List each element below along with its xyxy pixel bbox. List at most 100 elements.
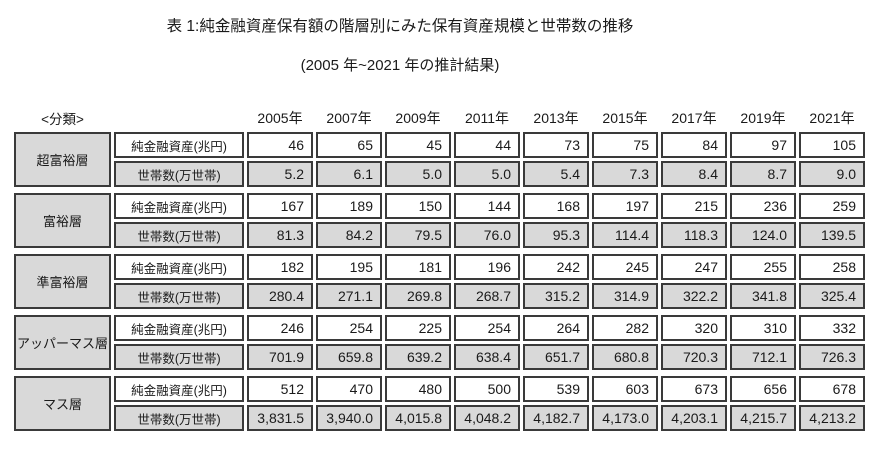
- tier-rows: 純金融資産(兆円) 167 189 150 144 168 197 215 236 259 世帯…: [114, 193, 865, 248]
- households-value-cell: 4,015.8: [385, 405, 451, 431]
- assets-value-cell: 196: [454, 254, 520, 280]
- households-value-cell: 5.4: [523, 161, 589, 187]
- year-label: 2017年: [671, 110, 717, 126]
- households-row-label: 世帯数(万世帯): [114, 283, 244, 309]
- households-value-cell: 651.7: [523, 344, 589, 370]
- households-value-cell: 3,831.5: [247, 405, 313, 431]
- assets-value-cell: 254: [454, 315, 520, 341]
- tier-rows: 純金融資産(兆円) 512 470 480 500 539 603 673 656 678 世帯…: [114, 376, 865, 431]
- households-value-cell: 95.3: [523, 222, 589, 248]
- households-row-label: 世帯数(万世帯): [114, 222, 244, 248]
- year-header-row: <分類> 2005年 2007年 2009年 2011年 2013年 2015年 2017年…: [14, 106, 870, 128]
- households-value-cell: 638.4: [454, 344, 520, 370]
- households-row: 世帯数(万世帯) 3,831.5 3,940.0 4,015.8 4,048.2 4,1…: [114, 405, 865, 431]
- households-value-cell: 5.2: [247, 161, 313, 187]
- table-body: 超富裕層 純金融資産(兆円) 46 65 45 44 73 75 84 97 105 世帯数(万…: [14, 132, 870, 431]
- wealth-tier-table: <分類> 2005年 2007年 2009年 2011年 2013年 2015年 2017年…: [14, 106, 870, 431]
- assets-row: 純金融資産(兆円) 246 254 225 254 264 282 320 310 332: [114, 315, 865, 341]
- tier-group: アッパーマス層 純金融資産(兆円) 246 254 225 254 264 282 320 3…: [14, 315, 870, 370]
- assets-value-cell: 105: [799, 132, 865, 158]
- tier-group: 富裕層 純金融資産(兆円) 167 189 150 144 168 197 215 236 25…: [14, 193, 870, 248]
- assets-value-cell: 225: [385, 315, 451, 341]
- assets-value-cell: 246: [247, 315, 313, 341]
- households-value-cell: 3,940.0: [316, 405, 382, 431]
- tier-label: 超富裕層: [14, 132, 111, 187]
- households-value-cell: 4,173.0: [592, 405, 658, 431]
- assets-value-cell: 236: [730, 193, 796, 219]
- assets-value-cell: 189: [316, 193, 382, 219]
- assets-value-cell: 259: [799, 193, 865, 219]
- assets-value-cell: 603: [592, 376, 658, 402]
- households-value-cell: 659.8: [316, 344, 382, 370]
- households-value-cell: 280.4: [247, 283, 313, 309]
- households-value-cell: 314.9: [592, 283, 658, 309]
- households-value-cell: 4,182.7: [523, 405, 589, 431]
- assets-value-cell: 255: [730, 254, 796, 280]
- year-label: 2019年: [740, 110, 786, 126]
- assets-row: 純金融資産(兆円) 512 470 480 500 539 603 673 656 678: [114, 376, 865, 402]
- households-value-cell: 268.7: [454, 283, 520, 309]
- households-value-cell: 341.8: [730, 283, 796, 309]
- assets-value-cell: 44: [454, 132, 520, 158]
- households-value-cell: 114.4: [592, 222, 658, 248]
- households-row: 世帯数(万世帯) 5.2 6.1 5.0 5.0 5.4 7.3 8.4 8.7 9.0: [114, 161, 865, 187]
- tier-label: アッパーマス層: [14, 315, 111, 370]
- assets-value-cell: 245: [592, 254, 658, 280]
- assets-value-cell: 247: [661, 254, 727, 280]
- assets-value-cell: 332: [799, 315, 865, 341]
- assets-value-cell: 656: [730, 376, 796, 402]
- households-value-cell: 84.2: [316, 222, 382, 248]
- assets-value-cell: 197: [592, 193, 658, 219]
- tier-rows: 純金融資産(兆円) 246 254 225 254 264 282 320 310 332 世帯…: [114, 315, 865, 370]
- households-value-cell: 8.7: [730, 161, 796, 187]
- assets-value-cell: 539: [523, 376, 589, 402]
- households-value-cell: 720.3: [661, 344, 727, 370]
- assets-row-label: 純金融資産(兆円): [114, 254, 244, 280]
- assets-value-cell: 673: [661, 376, 727, 402]
- assets-value-cell: 168: [523, 193, 589, 219]
- households-value-cell: 315.2: [523, 283, 589, 309]
- households-row: 世帯数(万世帯) 280.4 271.1 269.8 268.7 315.2 314.9 3…: [114, 283, 865, 309]
- assets-value-cell: 144: [454, 193, 520, 219]
- assets-value-cell: 73: [523, 132, 589, 158]
- households-value-cell: 139.5: [799, 222, 865, 248]
- households-value-cell: 325.4: [799, 283, 865, 309]
- assets-value-cell: 242: [523, 254, 589, 280]
- assets-value-cell: 181: [385, 254, 451, 280]
- classification-label: <分類>: [41, 112, 84, 127]
- assets-value-cell: 150: [385, 193, 451, 219]
- assets-value-cell: 512: [247, 376, 313, 402]
- households-value-cell: 76.0: [454, 222, 520, 248]
- table-title: 表 1:純金融資産保有額の階層別にみた保有資産規模と世帯数の推移: [166, 18, 634, 35]
- households-value-cell: 6.1: [316, 161, 382, 187]
- households-value-cell: 5.0: [454, 161, 520, 187]
- households-row-label: 世帯数(万世帯): [114, 161, 244, 187]
- households-value-cell: 322.2: [661, 283, 727, 309]
- assets-value-cell: 195: [316, 254, 382, 280]
- assets-value-cell: 320: [661, 315, 727, 341]
- assets-row-label: 純金融資産(兆円): [114, 193, 244, 219]
- assets-value-cell: 500: [454, 376, 520, 402]
- assets-value-cell: 254: [316, 315, 382, 341]
- year-label: 2005年: [257, 110, 303, 126]
- year-label: 2007年: [326, 110, 372, 126]
- assets-value-cell: 75: [592, 132, 658, 158]
- assets-value-cell: 215: [661, 193, 727, 219]
- assets-row: 純金融資産(兆円) 46 65 45 44 73 75 84 97 105: [114, 132, 865, 158]
- households-value-cell: 271.1: [316, 283, 382, 309]
- households-value-cell: 81.3: [247, 222, 313, 248]
- tier-label: 富裕層: [14, 193, 111, 248]
- assets-value-cell: 65: [316, 132, 382, 158]
- households-value-cell: 4,048.2: [454, 405, 520, 431]
- households-row-label: 世帯数(万世帯): [114, 405, 244, 431]
- households-row-label: 世帯数(万世帯): [114, 344, 244, 370]
- households-value-cell: 680.8: [592, 344, 658, 370]
- year-label: 2011年: [464, 110, 510, 126]
- year-label: 2013年: [533, 110, 579, 126]
- households-value-cell: 269.8: [385, 283, 451, 309]
- households-value-cell: 8.4: [661, 161, 727, 187]
- assets-value-cell: 45: [385, 132, 451, 158]
- households-value-cell: 701.9: [247, 344, 313, 370]
- households-value-cell: 9.0: [799, 161, 865, 187]
- assets-row: 純金融資産(兆円) 182 195 181 196 242 245 247 255 258: [114, 254, 865, 280]
